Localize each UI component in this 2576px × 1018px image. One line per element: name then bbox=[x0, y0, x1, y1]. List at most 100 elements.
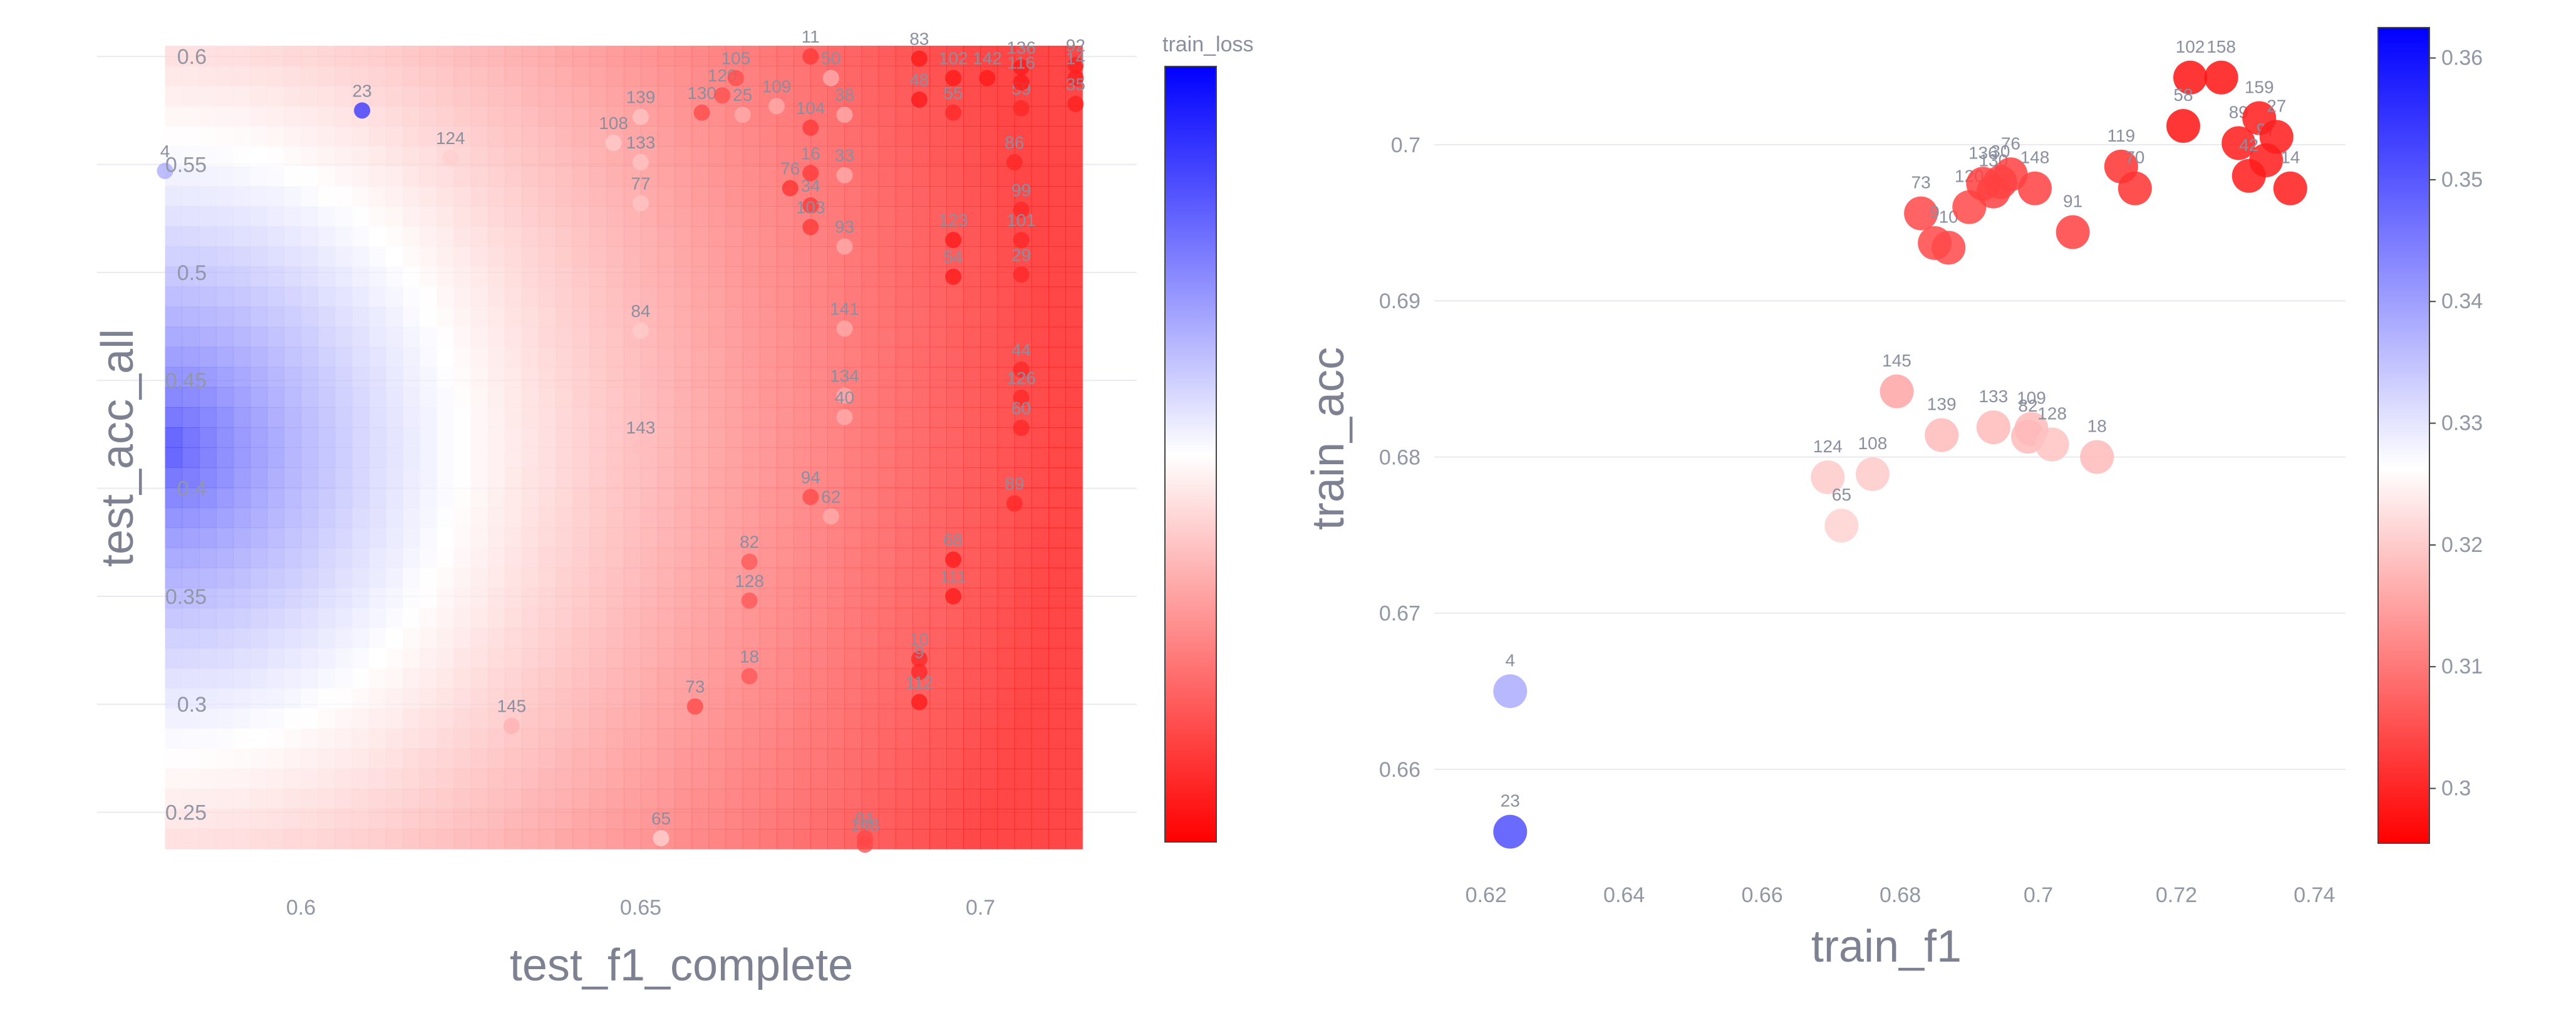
left-point-25 bbox=[734, 106, 751, 123]
left-heatmap-cell bbox=[368, 346, 386, 368]
left-y-tick-label: 0.4 bbox=[177, 477, 207, 501]
left-heatmap-cell bbox=[556, 628, 574, 649]
left-heatmap-cell bbox=[556, 748, 574, 769]
left-heatmap-cell bbox=[658, 809, 675, 829]
left-heatmap-cell bbox=[742, 789, 760, 809]
left-heatmap-cell bbox=[1014, 548, 1032, 568]
left-heatmap-cell bbox=[301, 648, 319, 669]
left-heatmap-cell bbox=[658, 548, 675, 568]
left-heatmap-cell bbox=[1014, 789, 1032, 809]
left-heatmap-cell bbox=[403, 568, 420, 589]
left-heatmap-cell bbox=[1048, 126, 1066, 147]
right-y-tick-label: 0.66 bbox=[1379, 758, 1420, 782]
left-heatmap-cell bbox=[182, 789, 200, 809]
left-heatmap-cell bbox=[759, 708, 777, 729]
left-heatmap-cell bbox=[232, 346, 251, 368]
left-heatmap-cell bbox=[997, 527, 1015, 548]
left-heatmap-cell bbox=[658, 186, 675, 207]
left-heatmap-cell bbox=[522, 708, 539, 729]
left-heatmap-cell bbox=[470, 748, 489, 769]
left-heatmap-cell bbox=[215, 548, 234, 568]
left-heatmap-cell bbox=[589, 226, 608, 247]
left-heatmap-cell bbox=[351, 548, 370, 568]
left-heatmap-cell bbox=[351, 206, 370, 227]
left-x-tick-label: 0.7 bbox=[966, 896, 995, 920]
left-heatmap-cell bbox=[301, 346, 319, 368]
left-heatmap-cell bbox=[759, 467, 777, 488]
left-heatmap-cell bbox=[861, 809, 879, 829]
left-heatmap-cell bbox=[861, 688, 879, 709]
left-heatmap-cell bbox=[912, 427, 930, 448]
left-point-109 bbox=[768, 98, 785, 115]
left-heatmap-cell bbox=[725, 226, 743, 247]
left-heatmap-cell bbox=[725, 648, 743, 669]
left-heatmap-cell bbox=[963, 366, 981, 388]
left-heatmap-cell bbox=[403, 166, 420, 187]
left-heatmap-cell bbox=[165, 146, 183, 167]
left-heatmap-cell bbox=[1048, 86, 1066, 106]
left-heatmap-cell bbox=[284, 186, 302, 207]
left-point-label: 112 bbox=[905, 673, 933, 692]
left-heatmap-cell bbox=[504, 588, 522, 609]
left-heatmap-cell bbox=[232, 588, 251, 609]
left-heatmap-cell bbox=[420, 447, 438, 468]
left-heatmap-cell bbox=[386, 45, 403, 66]
left-heatmap-cell bbox=[232, 166, 251, 187]
left-heatmap-cell bbox=[267, 326, 284, 348]
left-heatmap-cell bbox=[691, 748, 710, 769]
left-heatmap-cell bbox=[572, 166, 591, 187]
left-heatmap-cell bbox=[301, 768, 319, 789]
left-heatmap-cell bbox=[487, 568, 505, 589]
left-heatmap-cell bbox=[420, 728, 438, 749]
left-heatmap-cell bbox=[589, 366, 608, 388]
left-heatmap-cell bbox=[318, 166, 336, 187]
left-heatmap-cell bbox=[504, 246, 522, 267]
left-heatmap-cell bbox=[301, 186, 319, 207]
left-heatmap-cell bbox=[556, 346, 574, 368]
right-point-89 bbox=[2222, 126, 2256, 160]
left-heatmap-cell bbox=[1031, 628, 1049, 649]
left-heatmap-cell bbox=[589, 45, 608, 66]
left-heatmap-cell bbox=[827, 487, 846, 508]
left-heatmap-cell bbox=[334, 266, 353, 288]
left-heatmap-cell bbox=[403, 608, 420, 629]
left-heatmap-cell bbox=[539, 346, 556, 368]
left-heatmap-cell bbox=[182, 447, 200, 468]
left-heatmap-cell bbox=[420, 366, 438, 388]
left-heatmap-cell bbox=[487, 366, 505, 388]
left-heatmap-cell bbox=[997, 126, 1015, 147]
left-heatmap-cell bbox=[556, 326, 574, 348]
left-heatmap-cell bbox=[929, 809, 947, 829]
left-heatmap-cell bbox=[623, 548, 641, 568]
left-heatmap-cell bbox=[946, 728, 964, 749]
right-point-91 bbox=[2056, 215, 2090, 249]
left-heatmap-cell bbox=[658, 507, 675, 528]
left-heatmap-cell bbox=[165, 708, 183, 729]
left-heatmap-cell bbox=[675, 366, 692, 388]
left-heatmap-cell bbox=[437, 728, 455, 749]
left-heatmap-cell bbox=[504, 608, 522, 629]
left-y-axis-title: test_acc_all bbox=[93, 329, 143, 567]
left-heatmap-cell bbox=[1065, 628, 1083, 649]
left-heatmap-cell bbox=[912, 266, 930, 288]
left-heatmap-cell bbox=[368, 65, 386, 86]
left-heatmap-cell bbox=[301, 527, 319, 548]
left-heatmap-cell bbox=[810, 346, 828, 368]
left-heatmap-cell bbox=[267, 588, 284, 609]
left-heatmap-cell bbox=[640, 266, 658, 288]
left-heatmap-cell bbox=[912, 789, 930, 809]
left-heatmap-cell bbox=[250, 648, 267, 669]
left-heatmap-cell bbox=[539, 266, 556, 288]
left-heatmap-cell bbox=[301, 487, 319, 508]
left-heatmap-cell bbox=[589, 306, 608, 328]
left-heatmap-cell bbox=[1065, 226, 1083, 247]
left-heatmap-cell bbox=[929, 748, 947, 769]
left-heatmap-cell bbox=[878, 106, 896, 127]
left-heatmap-cell bbox=[522, 648, 539, 669]
right-point-124 bbox=[1811, 460, 1845, 494]
left-heatmap-cell bbox=[997, 346, 1015, 368]
left-heatmap-cell bbox=[556, 708, 574, 729]
left-heatmap-cell bbox=[589, 166, 608, 187]
left-heatmap-cell bbox=[403, 86, 420, 106]
left-heatmap-cell bbox=[606, 306, 624, 328]
